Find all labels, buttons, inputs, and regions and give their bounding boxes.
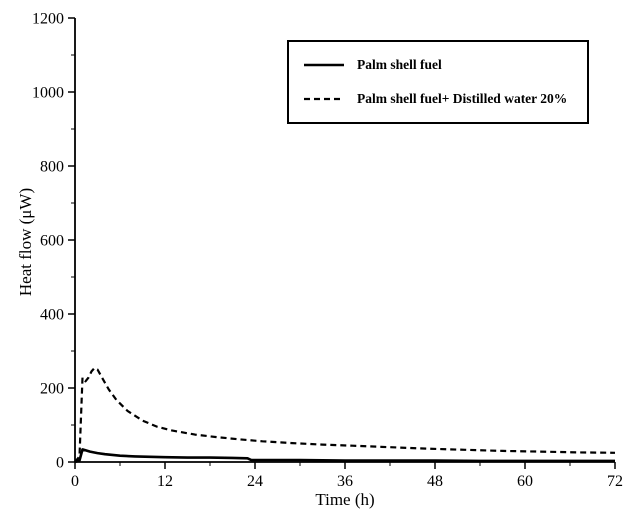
y-tick-label: 400	[40, 307, 64, 324]
series-line-dashed	[74, 366, 616, 463]
x-tick-label: 48	[427, 473, 443, 490]
x-tick-label: 60	[517, 473, 533, 490]
legend-item-palm-shell-fuel-water: Palm shell fuel+ Distilled water 20%	[303, 91, 587, 107]
x-tick-label: 24	[247, 473, 263, 490]
legend-label-palm-shell-fuel: Palm shell fuel	[357, 57, 442, 72]
x-tick-label: 12	[157, 473, 173, 490]
legend: Palm shell fuel Palm shell fuel+ Distill…	[287, 40, 589, 124]
x-tick-label: 72	[607, 473, 623, 490]
y-tick-label: 0	[56, 455, 64, 472]
legend-item-palm-shell-fuel: Palm shell fuel	[303, 57, 587, 73]
x-axis-label: Time (h)	[315, 490, 375, 509]
series-line-solid	[74, 448, 615, 464]
y-tick-label: 200	[40, 381, 64, 398]
y-tick-label: 1200	[32, 11, 64, 28]
x-tick-label: 36	[337, 473, 353, 490]
y-tick-label: 800	[40, 159, 64, 176]
y-tick-label: 600	[40, 233, 64, 250]
y-axis-label: Heat flow (μW)	[16, 187, 35, 297]
legend-label-palm-shell-fuel-water: Palm shell fuel+ Distilled water 20%	[357, 91, 568, 106]
y-tick-label: 1000	[32, 85, 64, 102]
dashed-line-sample	[304, 97, 344, 101]
solid-line-sample	[304, 63, 344, 67]
x-tick-label: 0	[71, 473, 79, 490]
